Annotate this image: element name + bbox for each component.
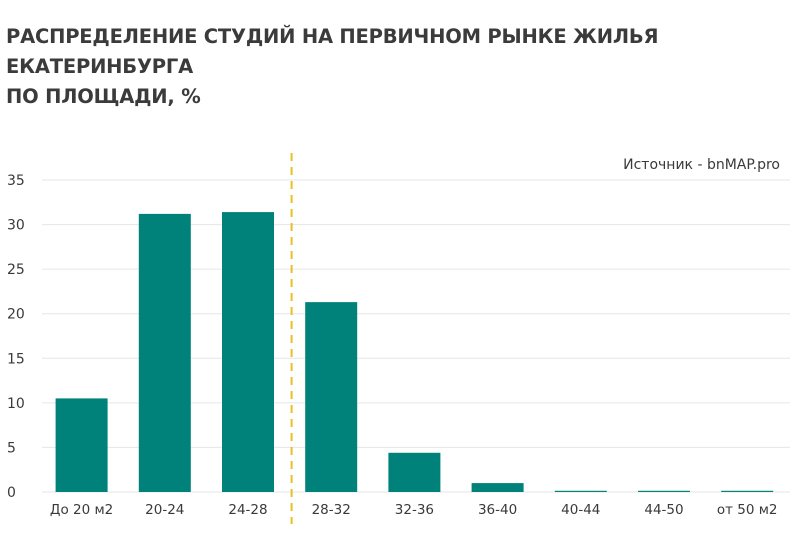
y-tick-label: 10	[7, 396, 25, 412]
x-axis-labels: До 20 м2 20-24 24-28 28-32 32-36 36-40 40-44 44…	[50, 502, 778, 518]
y-axis-ticks: 0 5 10 15 20 25 30 35	[7, 173, 25, 501]
bar	[554, 490, 607, 492]
y-tick-label: 5	[7, 440, 16, 456]
x-tick-label: 44-50	[644, 502, 683, 518]
y-tick-label: 25	[7, 262, 25, 278]
x-tick-label: До 20 м2	[50, 502, 113, 518]
bar	[138, 213, 191, 493]
x-tick-label: 24-28	[228, 502, 267, 518]
chart-title: РАСПРЕДЕЛЕНИЕ СТУДИЙ НА ПЕРВИЧНОМ РЫНКЕ …	[6, 22, 796, 112]
x-tick-label: 20-24	[145, 502, 184, 518]
x-tick-label: от 50 м2	[717, 502, 778, 518]
chart-title-line-2: ПО ПЛОЩАДИ, %	[6, 85, 201, 108]
source-label: Источник - bnMAP.pro	[623, 157, 780, 173]
y-tick-label: 30	[7, 218, 25, 234]
x-tick-label: 28-32	[312, 502, 351, 518]
bar	[222, 212, 274, 492]
bar	[55, 398, 108, 492]
bar	[305, 302, 358, 492]
bar	[638, 490, 690, 492]
chart-title-line-1: РАСПРЕДЕЛЕНИЕ СТУДИЙ НА ПЕРВИЧНОМ РЫНКЕ …	[6, 25, 659, 78]
y-tick-label: 0	[7, 485, 16, 501]
x-tick-label: 40-44	[561, 502, 600, 518]
y-tick-label: 35	[7, 173, 25, 189]
bar	[388, 452, 441, 492]
y-tick-label: 20	[7, 307, 25, 323]
x-tick-label: 32-36	[395, 502, 434, 518]
bar	[471, 483, 524, 492]
bar	[721, 490, 774, 492]
y-tick-label: 15	[7, 351, 25, 367]
x-tick-label: 36-40	[478, 502, 517, 518]
bars	[55, 212, 774, 493]
